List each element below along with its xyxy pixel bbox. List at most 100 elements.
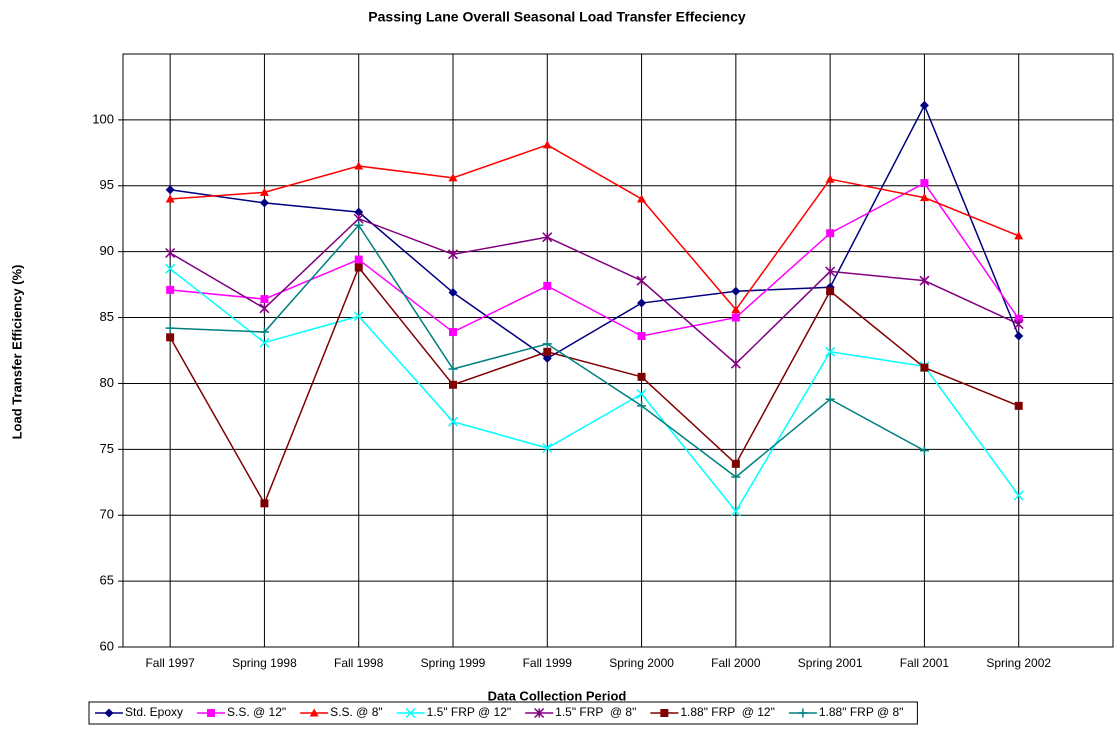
x-tick-label: Spring 2000 [609, 656, 674, 670]
marker [354, 207, 364, 217]
y-axis-title: Load Transfer Efficiency (%) [9, 265, 24, 440]
marker [636, 275, 647, 286]
marker [826, 287, 835, 296]
marker [730, 506, 741, 517]
marker [104, 708, 114, 718]
marker [166, 285, 175, 294]
chart-title: Passing Lane Overall Seasonal Load Trans… [368, 9, 746, 25]
marker [166, 333, 175, 342]
marker [448, 364, 458, 374]
marker [165, 263, 176, 274]
marker [165, 194, 175, 203]
marker [354, 220, 364, 230]
marker [542, 339, 552, 349]
marker [447, 249, 459, 260]
marker [259, 337, 270, 348]
marker [637, 372, 646, 381]
plot-area [122, 53, 1114, 648]
x-axis-title: Data Collection Period [488, 688, 627, 703]
marker [207, 709, 216, 717]
marker [353, 311, 364, 322]
marker [919, 275, 930, 286]
marker [919, 100, 929, 110]
marker [637, 298, 647, 308]
marker [259, 198, 269, 208]
marker [660, 709, 669, 717]
marker [825, 174, 835, 183]
marker [448, 173, 458, 182]
legend-label: Std. Epoxy [125, 705, 183, 719]
marker [259, 303, 270, 314]
marker [825, 346, 836, 357]
marker [542, 353, 552, 363]
x-tick-label: Spring 2002 [986, 656, 1051, 670]
marker [636, 388, 647, 400]
marker [259, 187, 269, 196]
legend-label: 1.5" FRP @ 12" [427, 705, 512, 719]
marker [309, 708, 319, 717]
x-tick-label: Spring 1999 [421, 656, 486, 670]
x-tick-label: Fall 1999 [523, 656, 573, 670]
marker [637, 401, 647, 411]
marker [1014, 401, 1023, 410]
marker [731, 286, 741, 296]
y-tick-label: 60 [100, 638, 114, 653]
y-tick-label: 80 [100, 375, 114, 390]
marker [920, 363, 929, 372]
y-tick-label: 70 [100, 507, 114, 522]
y-tick-label: 65 [100, 573, 114, 588]
series-line [170, 103, 1020, 360]
legend-label: S.S. @ 8" [330, 705, 382, 719]
marker [543, 281, 552, 290]
marker [730, 358, 741, 369]
series-line [170, 144, 1019, 311]
legend-label: 1.88" FRP @ 12" [680, 705, 775, 719]
x-tick-label: Fall 2001 [900, 656, 950, 670]
marker [165, 247, 176, 259]
marker [165, 185, 175, 195]
marker [1014, 331, 1024, 341]
y-tick-label: 95 [100, 177, 114, 192]
marker [165, 323, 175, 333]
x-tick-label: Fall 2000 [711, 656, 761, 670]
marker [448, 288, 458, 298]
marker [354, 161, 364, 170]
marker [1014, 231, 1024, 240]
marker [825, 266, 836, 277]
x-tick-label: Fall 1998 [334, 656, 384, 670]
marker [825, 394, 835, 404]
legend-label: 1.5" FRP @ 8" [555, 705, 636, 719]
marker [542, 232, 553, 243]
marker [798, 708, 808, 718]
marker [919, 193, 929, 202]
series-line [169, 217, 1020, 365]
marker [637, 194, 647, 203]
marker [637, 332, 646, 341]
y-tick-label: 100 [92, 111, 114, 126]
legend-label: 1.88" FRP @ 8" [819, 705, 904, 719]
x-tick-label: Spring 1998 [232, 656, 297, 670]
marker [826, 229, 835, 238]
marker [447, 416, 459, 427]
marker [405, 707, 416, 719]
marker [260, 295, 269, 304]
x-tick-label: Spring 2001 [798, 656, 863, 670]
marker [919, 446, 929, 456]
x-tick-label: Fall 1997 [145, 656, 195, 670]
marker [449, 380, 457, 389]
marker [259, 327, 269, 337]
marker [354, 263, 363, 272]
y-tick-label: 75 [100, 441, 114, 456]
marker [731, 472, 741, 482]
legend-label: S.S. @ 12" [227, 705, 286, 719]
marker [1014, 314, 1023, 323]
marker [449, 328, 457, 337]
marker [920, 179, 929, 188]
marker [543, 347, 552, 356]
marker [354, 255, 363, 264]
marker [731, 305, 741, 314]
marker [731, 459, 740, 468]
series-line [169, 268, 1020, 513]
marker [534, 707, 545, 719]
